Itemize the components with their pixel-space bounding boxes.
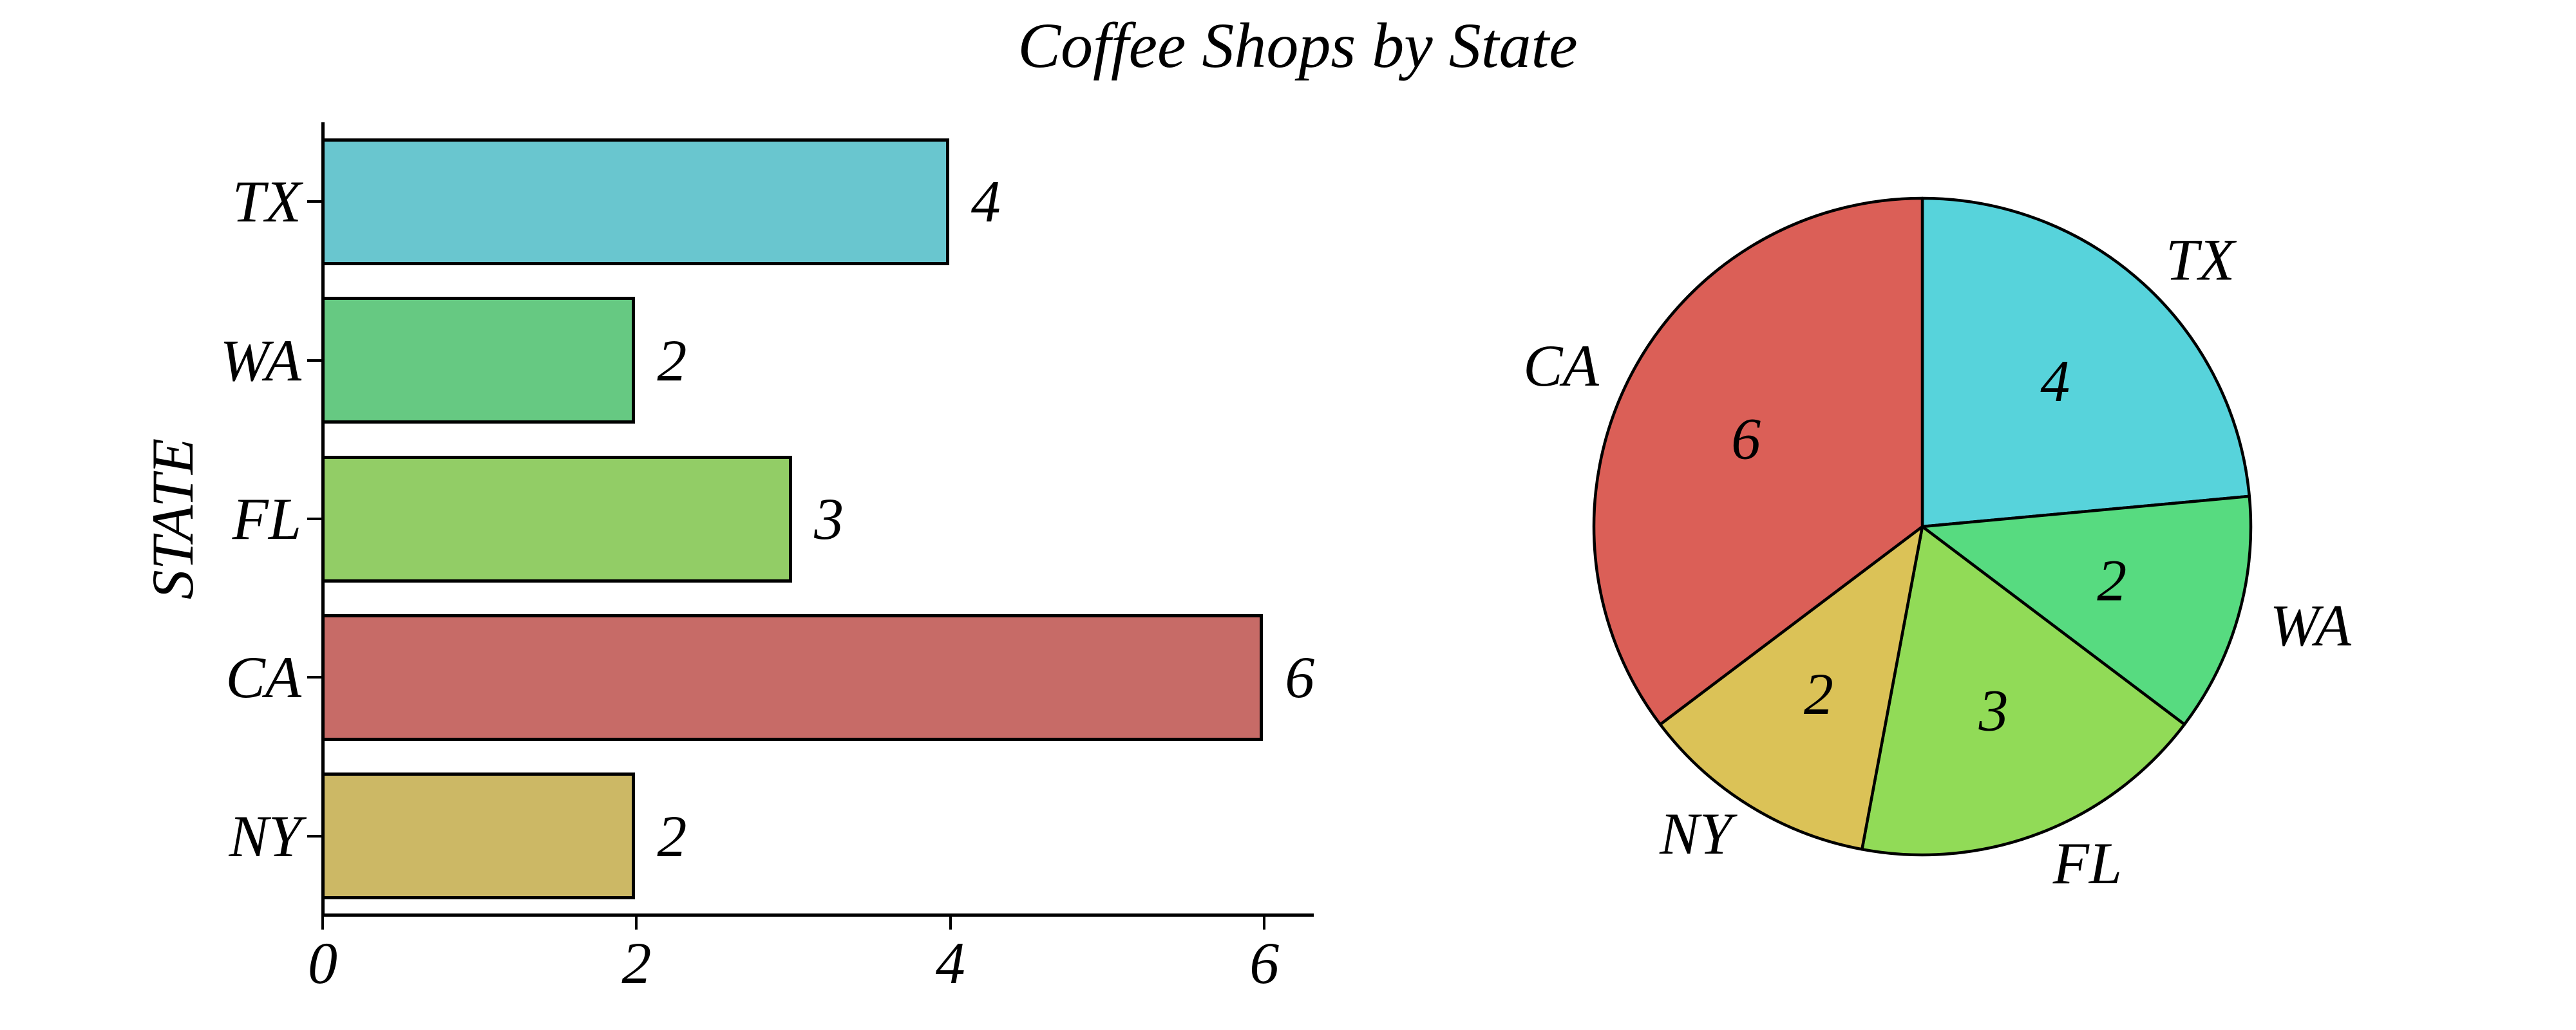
x-tick [635,917,638,930]
x-tick-label: 6 [1249,930,1280,996]
bar [321,772,636,900]
bar [321,455,793,583]
x-tick [949,917,952,930]
bar-value-label: 2 [657,803,687,869]
x-tick [1263,917,1266,930]
pie-value-label: 2 [2097,548,2126,613]
bar-category-label: WA [220,327,301,393]
y-tick [307,359,321,362]
y-tick [307,518,321,520]
x-axis-spine [321,913,1314,917]
pie-slice [1658,525,1924,851]
chart-title: Coffee Shops by State [1018,10,1578,81]
x-tick-label: 0 [308,930,337,996]
pie-slice [1920,196,2251,529]
pie-value-label: 3 [1978,677,2009,743]
pie-chart: TX WA FL NY CA 4 2 3 2 6 [1523,196,2352,896]
y-tick [307,200,321,203]
pie-slice-label: CA [1523,333,1599,398]
pie-value-label: 6 [1731,406,1761,472]
x-tick-label: 2 [621,930,652,996]
bar-category-label: FL [232,486,301,552]
bar-category-label: TX [232,169,301,235]
pie-value-label: 2 [1804,661,1833,727]
y-tick [307,834,321,838]
bar-category-label: CA [225,644,301,711]
bar [321,138,949,265]
bar-value-label: 3 [814,486,844,552]
bar-value-label: 6 [1285,644,1315,711]
bar [321,613,1264,741]
bar [321,297,636,424]
bar-value-label: 4 [971,169,1001,235]
pie-value-label: 4 [2040,348,2070,414]
pie-slice-label: FL [2052,830,2122,896]
pie-slice [1861,525,2186,857]
pie-slice-label: WA [2270,593,2352,659]
bar-value-label: 2 [657,327,687,393]
bar-category-label: NY [229,803,301,869]
x-tick-label: 4 [935,930,965,996]
pie-slice-label: TX [2166,227,2237,292]
y-tick [307,676,321,679]
x-tick [321,917,324,930]
pie-slice [1592,196,1924,726]
pie-slice-label: NY [1659,801,1738,866]
pie-slice [1920,494,2253,726]
